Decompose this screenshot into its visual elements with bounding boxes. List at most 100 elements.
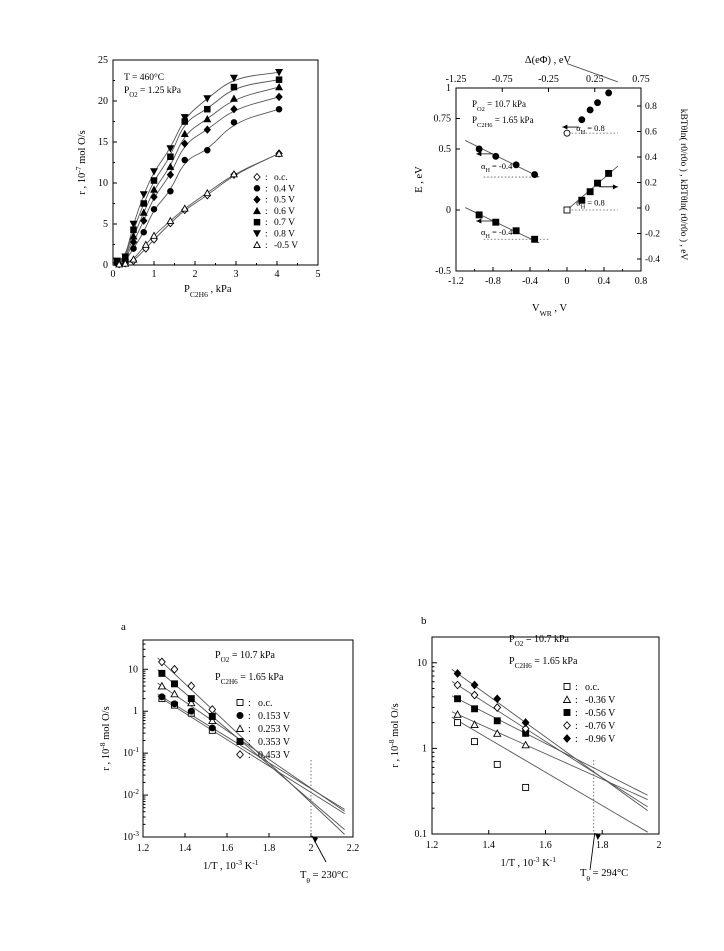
text-span: 1/T , 10 [501,858,534,869]
y-tick-label: 0.5 [439,144,452,155]
text-span: = -0.4 [490,227,513,237]
top-x-tick-label: 0.25 [586,74,604,85]
x-tick-label: 1.4 [179,843,192,854]
text-span: O2 [477,106,485,113]
data-point [230,83,238,91]
y-tick-label: 10-2 [123,788,139,801]
fit-line [157,682,345,812]
x-tick-label: 1.2 [426,840,439,851]
data-point [203,95,212,103]
text-span: T = 460°C [124,72,164,83]
data-point [167,153,174,161]
legend-label: -0.76 V [585,721,616,732]
legend-label: 0.453 V [258,750,291,761]
data-point [475,211,483,219]
x-tick-label: 1.8 [596,840,609,851]
legend-label: -0.36 V [585,695,616,706]
text-span: , V [552,303,568,314]
data-point [150,192,158,202]
data-point [170,664,179,674]
text-span: H [485,234,490,240]
fit-line [566,63,619,83]
text-span: = 294°C [590,868,628,879]
text-span: -1 [252,858,259,867]
data-point [453,669,462,678]
text-span: -1 [133,746,139,754]
theta-arrow-head [594,833,601,840]
data-point [150,185,158,193]
legend-marker [563,709,571,716]
legend-marker [562,695,572,703]
text-span: α [481,227,486,237]
y-tick-label: 0 [103,260,108,271]
data-point [166,145,175,153]
text-span: P [472,115,477,125]
data-point [129,220,138,229]
arrow-head [476,151,482,157]
legend-label: o.c. [274,173,288,183]
legend-marker [253,206,261,215]
data-point [181,156,188,164]
text-span: = 1.65 kPa [532,656,578,667]
text-span: = 10.7 kPa [523,634,569,645]
text-span: -3 [533,855,540,864]
right-y-tick-label: 0.6 [645,128,657,138]
y-tick-label: 10 [417,658,427,669]
legend-marker [236,750,244,759]
arrow-head [612,184,618,190]
x-tick-label: 1.4 [483,840,496,851]
text-span: P [472,99,477,109]
data-point [275,83,284,91]
legend-colon: : [575,708,578,719]
right-y-axis-label: kBTθln( r0/r0o ) , kBTθln( r0/r0o ) , eV [678,109,689,261]
legend-colon: : [265,207,268,217]
data-point [140,200,147,207]
text-span: V [532,303,540,314]
data-point [475,145,483,153]
theta-label: Tθ = 230°C [300,870,348,885]
text-span: P [184,284,190,295]
data-point [150,177,158,184]
y-tick-label: 10-3 [123,830,139,843]
data-point [492,218,500,226]
data-point [454,695,461,703]
x-tick-label: 5 [316,269,321,280]
data-point [208,724,216,732]
text-span: C2H6 [477,122,493,129]
y-axis-label: r , 10-7 mol O/s [74,130,89,194]
data-point [493,703,502,712]
text-span: r , 10 [101,749,112,771]
data-point [140,228,147,236]
legend-colon: : [265,184,268,194]
legend-colon: : [248,750,251,761]
x-axis-label: 1/T , 10-3 K-1 [203,858,259,873]
x-tick-label: 4 [275,269,280,280]
legend-label: 0.6 V [274,207,295,217]
x-tick-label: 1.2 [137,843,150,854]
text-span: -3 [236,858,243,867]
right-y-tick-label: 0.8 [645,102,657,112]
data-point [512,161,520,169]
x-tick-label: -0.8 [485,276,501,287]
fit-line [157,657,345,835]
text-span: θ [586,874,590,883]
data-point [586,106,594,114]
alpha-label: αH = 0.8 [576,123,605,136]
data-point [150,168,158,176]
data-point [470,720,479,728]
legend-label: 0.253 V [258,724,291,735]
fit-line [451,716,648,833]
data-point [187,698,196,707]
data-point [130,245,137,252]
text-span: = -0.4 [490,161,513,171]
data-point [275,69,284,77]
data-point [471,705,479,713]
text-span: O2 [515,640,524,648]
data-point [229,94,238,102]
data-point [605,89,613,97]
arrow-head [476,218,482,224]
annotation-temperature: T = 460°C [124,72,164,83]
x-axis-label: 1/T , 10-3 K-1 [501,855,557,870]
legend-marker [563,721,571,730]
